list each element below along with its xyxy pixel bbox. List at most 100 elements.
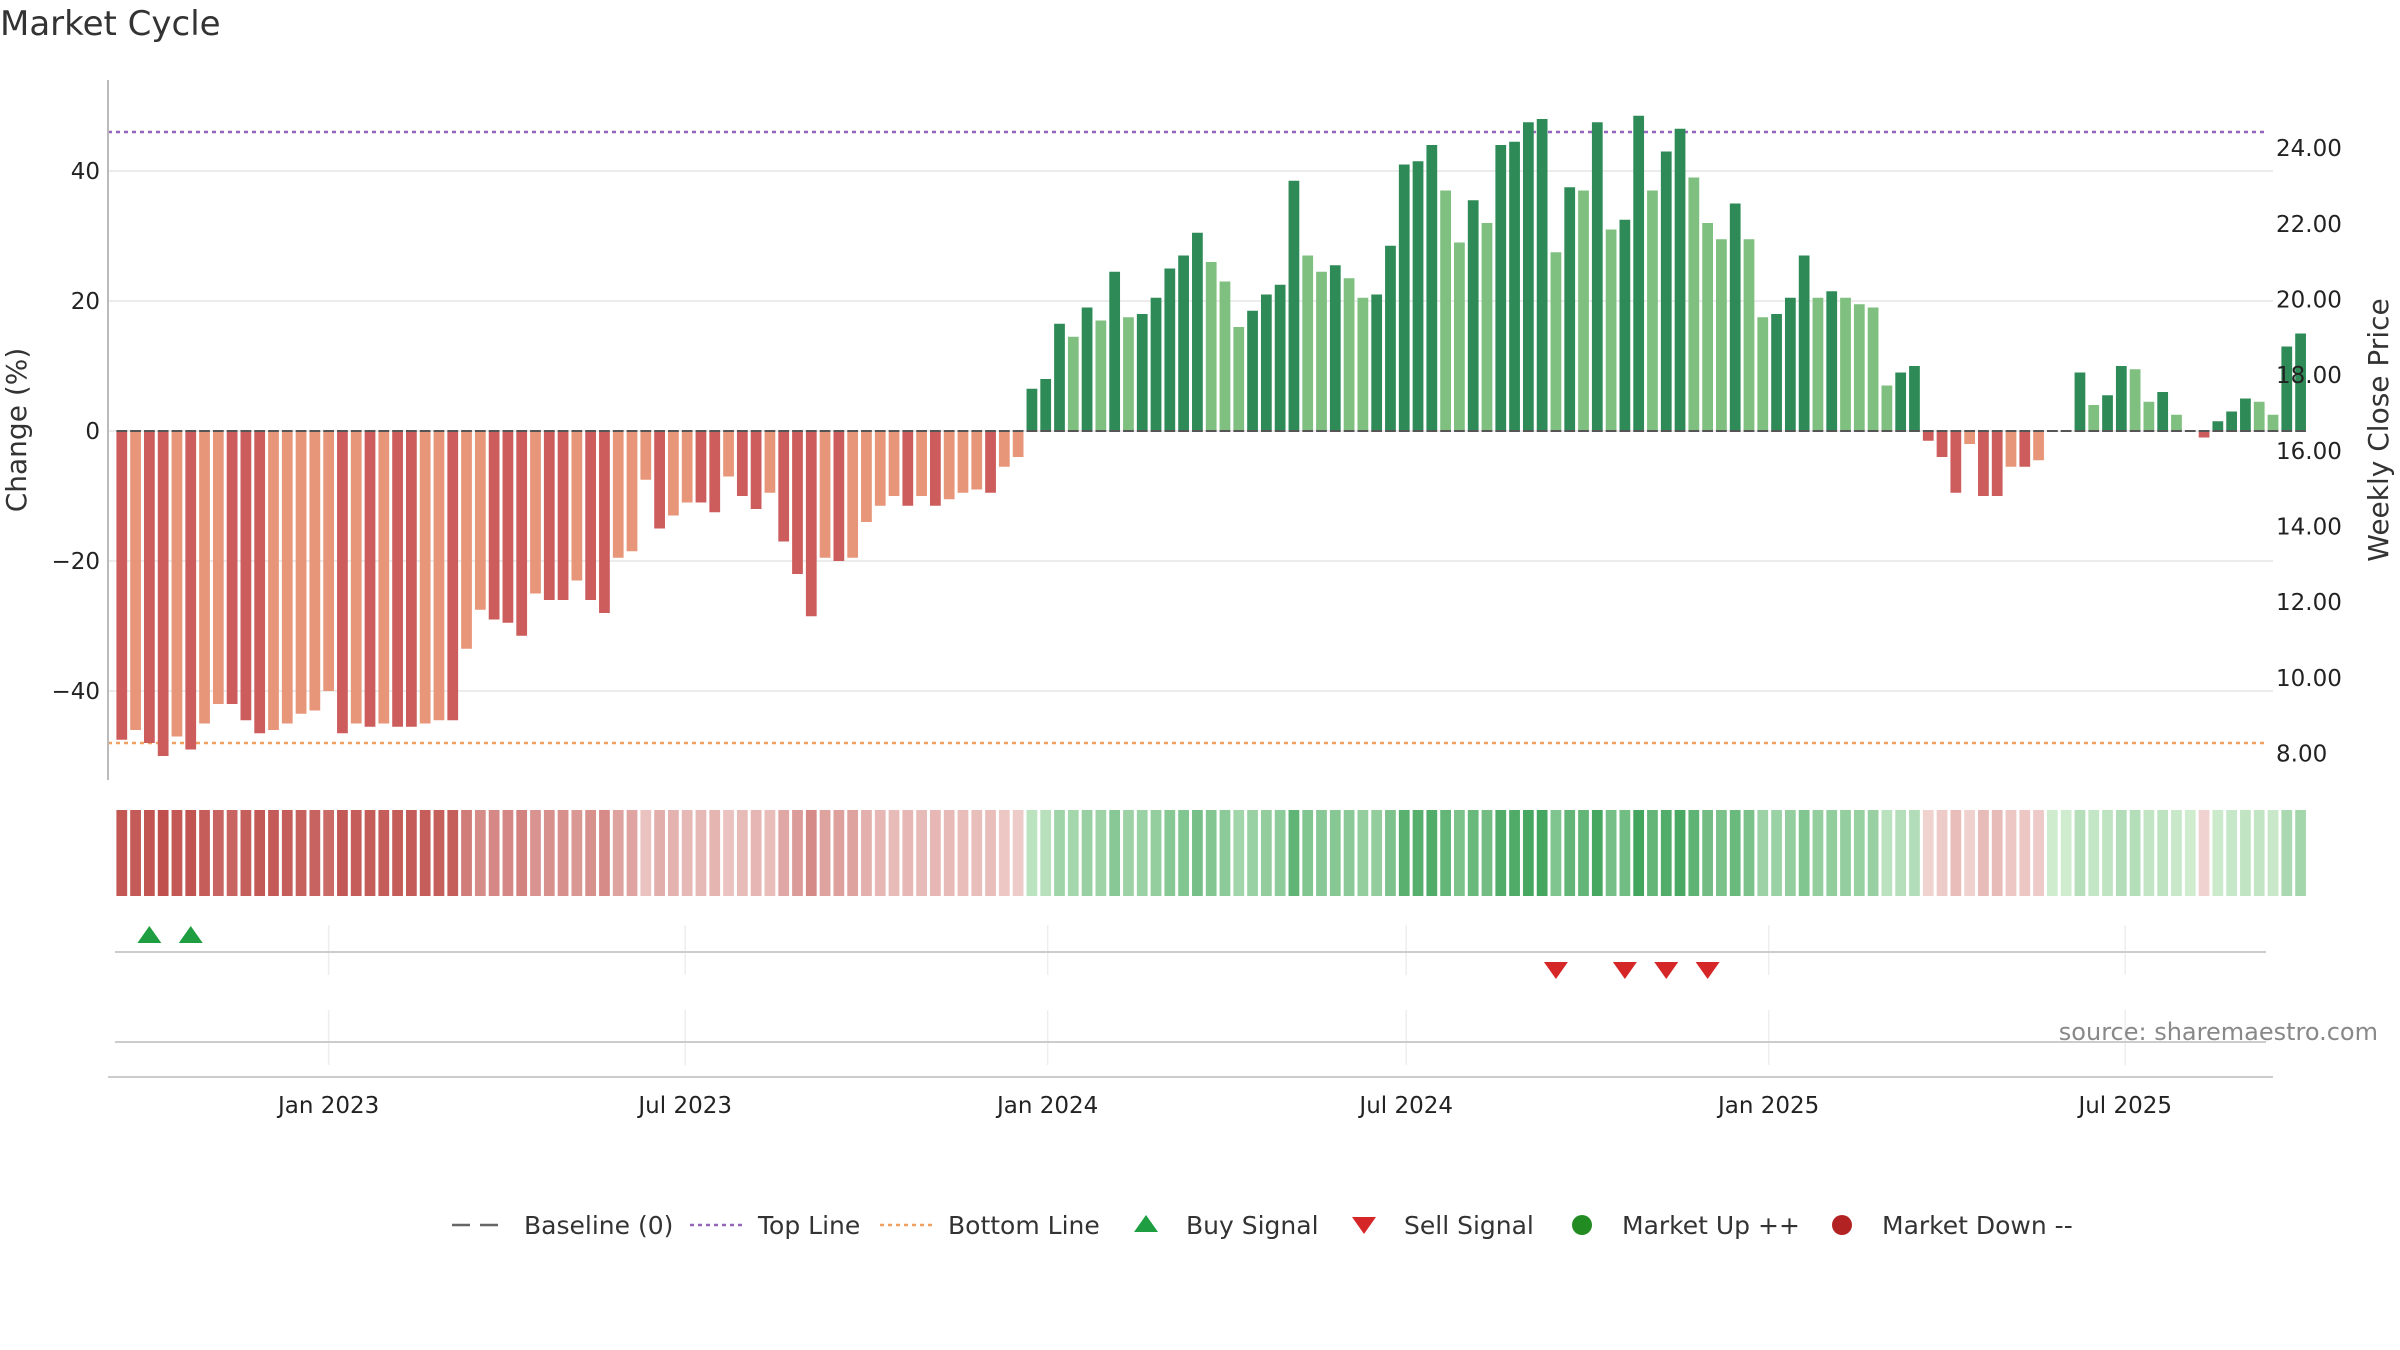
heat-cell	[1853, 810, 1865, 896]
heat-cell	[1936, 810, 1948, 896]
y-left-tick-label: 0	[85, 419, 100, 445]
sell-signal-marker	[1612, 962, 1637, 979]
change-bar	[1385, 245, 1396, 431]
change-bar	[1991, 431, 2003, 496]
heat-cell	[1895, 810, 1907, 896]
change-bar	[1964, 431, 1976, 444]
change-bar	[943, 431, 955, 500]
change-bar	[750, 431, 762, 509]
change-bar	[585, 431, 597, 600]
source-credit: source: sharemaestro.com	[2059, 1018, 2378, 1046]
change-bar	[1716, 239, 1727, 431]
change-bar	[1329, 265, 1341, 431]
change-bar	[1647, 190, 1658, 431]
heat-cell	[1329, 810, 1341, 896]
change-bar	[1729, 203, 1741, 431]
heat-cell	[1950, 810, 1962, 896]
change-bar	[488, 431, 500, 620]
change-bar	[1867, 307, 1879, 431]
change-bar	[847, 431, 859, 558]
change-bar	[1040, 379, 1052, 431]
legend-label: Market Up ++	[1622, 1211, 1800, 1240]
heat-cell	[1826, 810, 1838, 896]
heat-cell	[226, 810, 238, 896]
heat-cell	[1274, 810, 1286, 896]
heat-cell	[1991, 810, 2003, 896]
change-bar	[2253, 401, 2265, 431]
change-bar	[1123, 317, 1134, 431]
heat-cell	[1716, 810, 1727, 896]
change-bar	[1840, 297, 1851, 431]
heat-cell	[2226, 810, 2238, 896]
heat-cell	[1798, 810, 1810, 896]
x-tick-label: Jan 2023	[276, 1093, 379, 1119]
change-bar	[212, 431, 224, 704]
x-tick-label: Jan 2025	[1716, 1093, 1819, 1119]
heat-cell	[709, 810, 721, 896]
change-bar	[1550, 252, 1562, 431]
change-bar	[1674, 128, 1686, 431]
heat-cell	[805, 810, 817, 896]
legend-symbol-circle	[1572, 1215, 1592, 1235]
change-bar	[778, 431, 790, 542]
heat-cell	[1123, 810, 1134, 896]
change-bar	[2033, 431, 2044, 461]
heat-cell	[1412, 810, 1424, 896]
change-bar	[2198, 431, 2210, 438]
change-bar	[1922, 431, 1934, 441]
change-bar	[792, 431, 803, 574]
heat-cell	[2253, 810, 2265, 896]
change-bar	[1136, 314, 1148, 431]
heat-cell	[778, 810, 790, 896]
heat-cell	[488, 810, 500, 896]
change-bar	[1412, 161, 1424, 431]
heat-cell	[1371, 810, 1383, 896]
change-bar	[502, 431, 514, 623]
change-bar	[1536, 119, 1548, 431]
change-bar	[1591, 122, 1603, 431]
change-bar	[1481, 223, 1493, 431]
change-bar	[530, 431, 541, 594]
heat-cell	[1467, 810, 1479, 896]
heat-cell	[447, 810, 459, 896]
change-bar	[861, 431, 872, 522]
change-bar	[281, 431, 293, 724]
heat-cell	[750, 810, 762, 896]
heat-cell	[1729, 810, 1741, 896]
change-bar	[1164, 268, 1176, 431]
heat-cell	[199, 810, 210, 896]
change-bar	[1260, 294, 1272, 431]
buy-signal-marker	[178, 926, 203, 943]
heat-cell	[736, 810, 748, 896]
heat-cell	[1964, 810, 1976, 896]
heat-cell	[1605, 810, 1617, 896]
change-bar	[654, 431, 665, 529]
buy-signal-marker	[137, 926, 162, 943]
heat-cell	[143, 810, 155, 896]
heat-cell	[1288, 810, 1300, 896]
change-bar	[1881, 385, 1893, 431]
signal-panels	[115, 925, 2266, 1065]
change-bar	[323, 431, 335, 691]
heat-cell	[2281, 810, 2293, 896]
heat-cell	[957, 810, 969, 896]
heat-cell	[1054, 810, 1065, 896]
heat-cell	[405, 810, 417, 896]
change-bar	[2240, 398, 2251, 431]
heat-cell	[2033, 810, 2044, 896]
change-bar	[447, 431, 459, 721]
heat-cell	[1688, 810, 1700, 896]
change-bar	[1343, 278, 1355, 431]
heat-cell	[1922, 810, 1934, 896]
change-bar	[240, 431, 252, 721]
change-bar	[1440, 190, 1451, 431]
change-bar	[957, 431, 969, 493]
heat-cell	[323, 810, 335, 896]
change-bar	[1316, 271, 1327, 431]
heat-cell	[171, 810, 183, 896]
heat-cell	[1150, 810, 1162, 896]
change-bar	[254, 431, 266, 734]
heat-cell	[295, 810, 307, 896]
legend-label: Baseline (0)	[524, 1211, 673, 1240]
legend-label: Top Line	[757, 1211, 860, 1240]
